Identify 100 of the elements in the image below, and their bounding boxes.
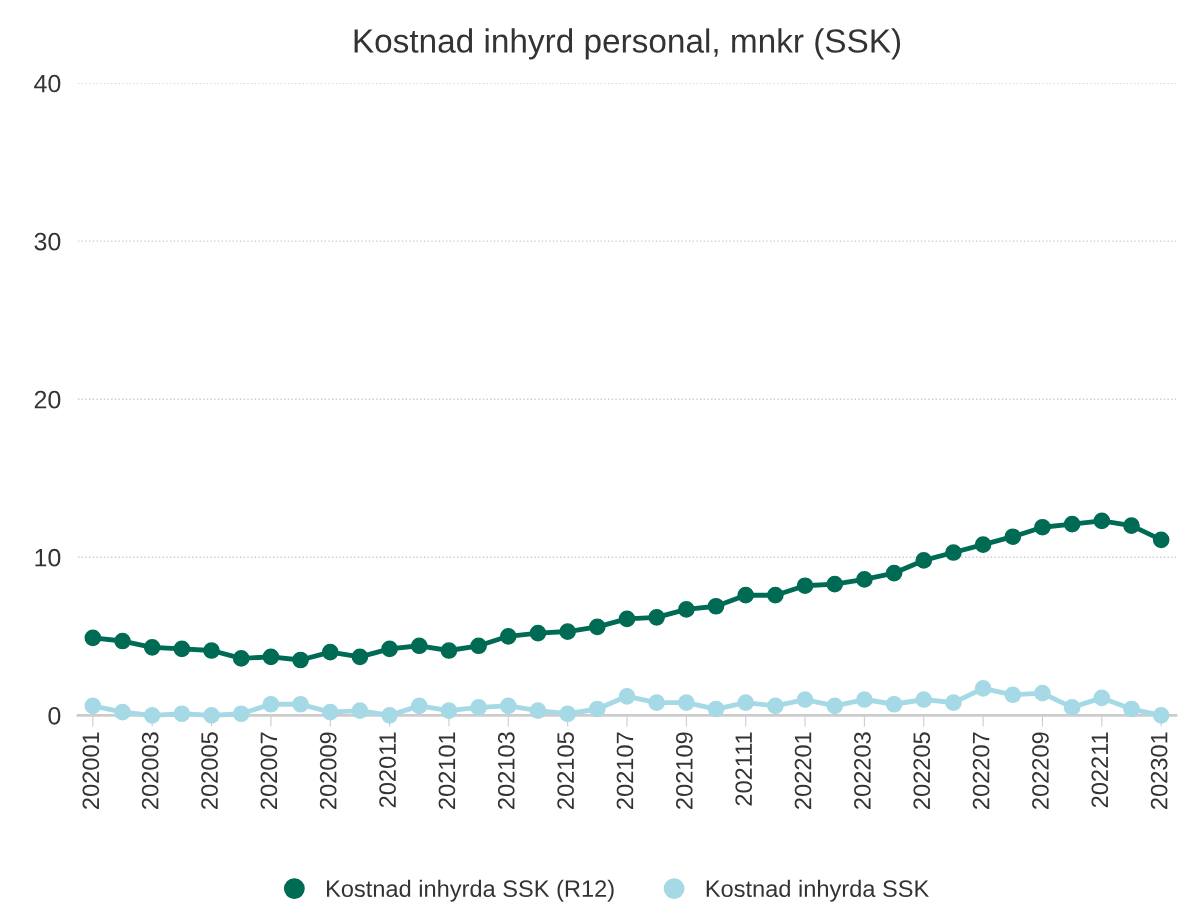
point	[707, 700, 725, 718]
point	[262, 695, 280, 713]
x-tick-label: 202207	[972, 732, 990, 809]
point	[470, 699, 487, 716]
point	[648, 608, 666, 626]
point	[1004, 686, 1022, 704]
point	[351, 702, 369, 719]
x-tick-label: 202103	[497, 732, 515, 809]
point	[648, 694, 666, 712]
x-tick-label: 202209	[1032, 732, 1049, 809]
point	[885, 695, 903, 713]
point	[1034, 518, 1051, 536]
point	[292, 695, 309, 713]
y-tick-label: 0	[48, 706, 61, 725]
x-tick-label: 202201	[794, 732, 812, 809]
point	[1152, 706, 1170, 724]
point	[1004, 528, 1022, 546]
point	[915, 552, 933, 569]
point	[410, 637, 428, 655]
x-tick-label: 202001	[82, 732, 100, 809]
point	[440, 702, 458, 719]
legend-label: Kostnad inhyrda SSK	[706, 879, 929, 902]
point	[945, 544, 962, 561]
x-tick-label: 202205	[913, 732, 931, 809]
point	[826, 697, 844, 715]
point	[203, 706, 220, 724]
x-tick-label: 202009	[319, 732, 337, 809]
point	[381, 706, 398, 724]
point	[470, 637, 487, 655]
x-tick-label: 202101	[438, 732, 456, 809]
point	[856, 691, 873, 708]
point	[381, 640, 398, 658]
x-tick-label: 202003	[141, 732, 159, 809]
point	[678, 694, 695, 712]
point	[678, 601, 695, 618]
point	[203, 642, 220, 659]
point	[1123, 517, 1140, 534]
point	[618, 688, 636, 705]
point	[321, 703, 339, 721]
point	[232, 650, 250, 667]
point	[262, 648, 280, 666]
point	[232, 705, 250, 723]
point	[529, 624, 547, 642]
point	[737, 586, 755, 604]
point	[1152, 531, 1170, 549]
point	[588, 618, 606, 636]
x-tick-label: 202007	[260, 732, 278, 809]
x-tick-label: 202109	[675, 732, 693, 809]
point	[84, 697, 102, 715]
point	[173, 705, 191, 723]
point	[796, 577, 814, 595]
point	[559, 705, 576, 723]
x-tick-label: 202107	[616, 732, 634, 809]
legend-label: Kostnad inhyrda SSK (R12)	[327, 879, 614, 902]
x-tick-label: 202301	[1150, 732, 1168, 809]
point	[885, 564, 903, 582]
x-tick-label: 202211	[1091, 732, 1109, 808]
point	[114, 703, 131, 721]
x-tick-label: 202105	[557, 732, 574, 809]
point	[410, 697, 428, 715]
point	[974, 536, 992, 553]
point	[915, 691, 933, 708]
point	[1063, 515, 1081, 533]
point	[1063, 699, 1081, 716]
y-tick-label: 20	[34, 390, 61, 409]
point	[945, 694, 962, 712]
point	[1093, 512, 1111, 530]
y-tick-label: 40	[34, 74, 61, 93]
point	[707, 597, 725, 615]
point	[826, 575, 844, 593]
chart-title: Kostnad inhyrd personal, mnkr (SSK)	[354, 28, 901, 60]
point	[856, 571, 873, 588]
point	[440, 642, 458, 659]
point	[84, 629, 102, 647]
point	[1034, 684, 1051, 702]
y-tick-label: 30	[34, 232, 61, 251]
point	[767, 586, 784, 604]
point	[588, 700, 606, 718]
point	[114, 632, 131, 650]
point	[1123, 700, 1140, 718]
point	[737, 694, 755, 712]
point	[499, 697, 517, 715]
x-tick-label: 202011	[379, 732, 396, 808]
point	[143, 639, 161, 656]
y-tick-label: 10	[35, 548, 61, 567]
x-tick-label: 202203	[854, 732, 871, 809]
point	[499, 627, 517, 645]
point	[796, 691, 814, 708]
point	[292, 651, 309, 669]
x-tick-label: 202111	[735, 732, 753, 806]
point	[529, 702, 547, 719]
point	[351, 648, 369, 666]
point	[1093, 689, 1111, 707]
point	[618, 610, 636, 628]
point	[321, 643, 339, 661]
point	[143, 706, 161, 724]
point	[974, 680, 992, 697]
point	[559, 623, 576, 640]
x-tick-label: 202005	[201, 732, 218, 809]
point	[173, 640, 191, 658]
